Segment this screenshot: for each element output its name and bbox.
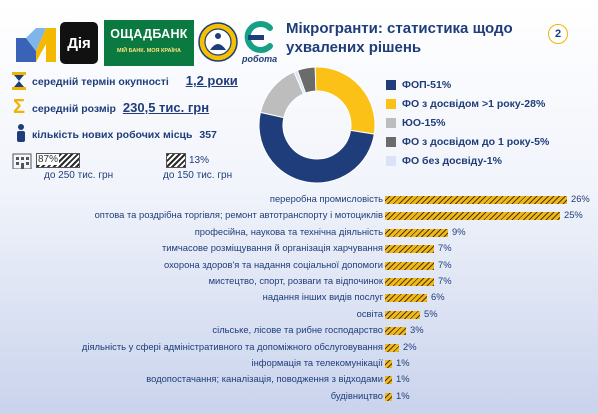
bar [385,278,434,286]
legend-label: ФО без досвіду-1% [402,155,502,167]
bar-category-label: діяльність у сфері адміністративного та … [81,340,383,352]
size-bar-small [166,153,186,168]
stat-avg-size: середній розмір 230,5 тис. грн [32,100,209,115]
program-logo-icon [16,28,56,62]
bar [385,212,560,221]
bar [385,294,427,303]
bar-category-label: сільське, лісове та рибне господарство [212,324,383,336]
oschadbank-logo: ОЩАДБАНК МІЙ БАНК. МОЯ КРАЇНА [104,20,194,66]
bar-category-label: переробна промисловість [269,193,383,204]
bar [385,343,399,352]
bar-category-label: професійна, наукова та технічна діяльніс… [194,225,383,237]
bar-value-label: 2% [403,340,417,352]
bar-category-label: будівництво [330,389,383,401]
bar-category-label: охорона здоров'я та надання соціальної д… [163,258,383,270]
bar-category-label: водопостачання; каналізація, поводження … [146,373,383,385]
stat-avg-size-value: 230,5 тис. грн [122,100,210,115]
robota-label: робота [242,54,278,64]
bar [385,392,392,401]
person-icon [17,124,25,142]
size-small-label: до 150 тис. грн [163,170,233,181]
bar-value-label: 25% [564,209,583,221]
legend-item: ФОП-51% [386,78,586,92]
size-big-label: до 250 тис. грн [44,170,114,181]
bar [385,228,448,237]
legend-swatch [386,156,396,166]
page-number: 2 [548,24,568,44]
bar [385,310,420,319]
legend-swatch [386,80,396,90]
bar-category-label: інформація та телекомунікації [251,357,383,368]
size-big-pct: 87% [37,154,60,165]
donut-legend: ФОП-51% ФО з досвідом >1 року-28% ЮО-15% ФО… [386,78,586,173]
bar-category-label: надання інших видів послуг [262,291,383,303]
legend-item: ФО з досвідом до 1 року-5% [386,135,586,149]
legend-item: ФО без досвіду-1% [386,154,586,168]
stat-payback: середній термін окупності 1,2 роки [32,73,238,88]
legend-label: ФО з досвідом >1 року-28% [402,98,546,110]
donut-slice-5 [293,69,307,95]
legend-label: ЮО-15% [402,117,446,129]
legend-swatch [386,137,396,147]
robota-logo: робота [240,20,278,68]
stat-jobs-label: кількість нових робочих місць [32,129,193,141]
legend-swatch [386,118,396,128]
hourglass-icon [12,72,26,90]
bar [385,196,567,204]
bar-value-label: 1% [396,357,410,368]
donut-slice-1 [258,111,375,184]
bar-category-label: тимчасове розміщування й організація хар… [161,242,383,254]
page-title: Мікрогранти: статистика щодо ухвалених р… [286,20,513,56]
bar-category-label: освіта [356,307,383,319]
donut-slice-2 [314,66,376,135]
diia-logo: Дія [60,22,98,64]
bar [385,376,392,385]
sigma-icon: Σ [13,96,26,118]
size-small-pct: 13% [189,155,210,166]
building-icon [12,153,32,169]
bar-value-label: 5% [424,307,438,319]
legend-label: ФОП-51% [402,79,452,91]
bar-value-label: 7% [438,258,452,270]
robota-e-icon [244,21,273,53]
employment-service-seal-icon [198,22,238,62]
stat-avg-size-label: середній розмір [32,103,116,115]
oschadbank-name: ОЩАДБАНК [110,27,188,41]
bar [385,327,406,336]
bar-value-label: 1% [396,373,410,385]
bar-value-label: 7% [438,242,452,254]
applicant-type-donut-chart [258,66,376,184]
bar [385,360,392,368]
bar [385,245,434,254]
bar [385,261,434,270]
stat-jobs: кількість нових робочих місць 357 [32,129,217,141]
bar-value-label: 26% [571,193,590,204]
size-bar-big: 87% [36,153,80,168]
legend-item: ЮО-15% [386,116,586,130]
bar-category-label: оптова та роздрібна торгівля; ремонт авт… [94,209,383,221]
legend-label: ФО з досвідом до 1 року-5% [402,136,550,148]
stat-payback-label: середній термін окупності [32,76,169,88]
bar-value-label: 3% [410,324,424,336]
bar-value-label: 7% [438,275,452,286]
bar-value-label: 1% [396,389,410,401]
stat-jobs-value: 357 [199,129,217,141]
bar-value-label: 6% [431,291,445,303]
bar-value-label: 9% [452,225,466,237]
stat-payback-value: 1,2 роки [185,73,238,88]
legend-item: ФО з досвідом >1 року-28% [386,97,586,111]
bar-category-label: мистецтво, спорт, розваги та відпочинок [208,275,383,286]
legend-swatch [386,99,396,109]
oschadbank-slogan: МІЙ БАНК. МОЯ КРАЇНА [117,48,181,54]
